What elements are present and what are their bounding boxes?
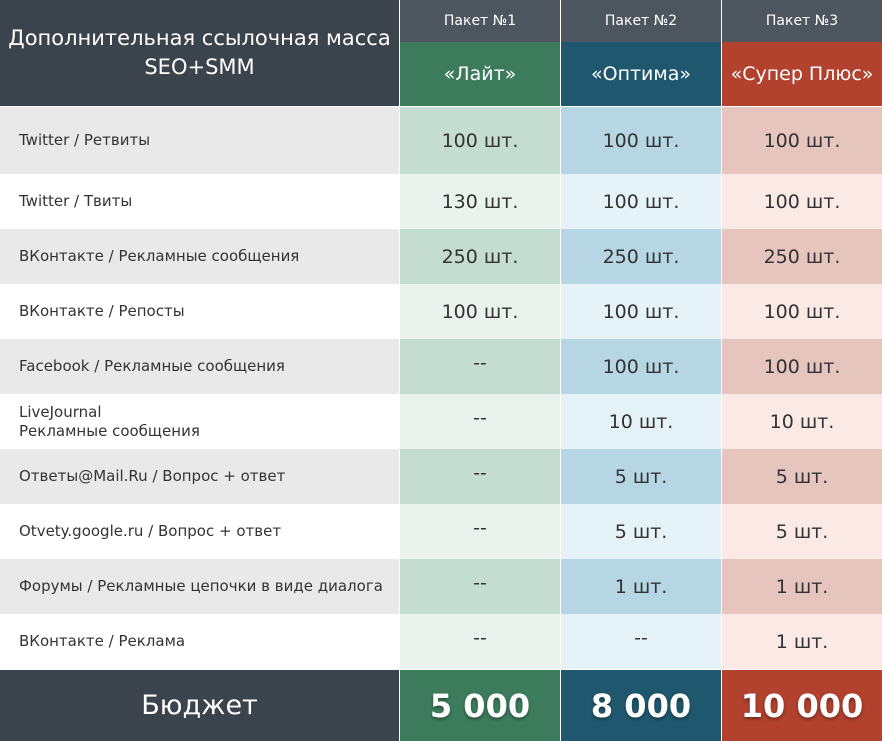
row-value-package-2: 5 шт. (561, 504, 721, 559)
row-value-package-1: -- (400, 559, 560, 614)
row-label-line1: Otvety.google.ru / Вопрос + ответ (19, 522, 281, 541)
table-title: Дополнительная ссылочная масса SEO+SMM (0, 0, 399, 106)
row-value-package-3: 100 шт. (722, 339, 882, 394)
row-label-line2: Рекламные сообщения (19, 422, 200, 441)
budget-value-2: 8 000 (561, 670, 721, 741)
row-value-package-2: 100 шт. (561, 339, 721, 394)
row-value-package-1: 100 шт. (400, 284, 560, 339)
row-value-package-1: -- (400, 504, 560, 559)
row-label: Facebook / Рекламные сообщения (0, 339, 399, 394)
row-value-package-3: 100 шт. (722, 284, 882, 339)
row-value-package-1: 100 шт. (400, 107, 560, 174)
row-value-package-2: 100 шт. (561, 107, 721, 174)
row-value-package-2: 5 шт. (561, 449, 721, 504)
row-label-line1: LiveJournal (19, 403, 102, 422)
table-title-line1: Дополнительная ссылочная масса (8, 24, 390, 53)
budget-value-1: 5 000 (400, 670, 560, 741)
row-label-line1: Facebook / Рекламные сообщения (19, 357, 285, 376)
row-label-line1: ВКонтакте / Рекламные сообщения (19, 247, 299, 266)
row-value-package-3: 1 шт. (722, 614, 882, 669)
row-label-line1: ВКонтакте / Репосты (19, 302, 185, 321)
package-name: «Супер Плюс» (722, 42, 882, 106)
row-value-package-2: 100 шт. (561, 174, 721, 229)
package-number: Пакет №3 (722, 0, 882, 42)
row-value-package-2: 1 шт. (561, 559, 721, 614)
row-value-package-1: -- (400, 394, 560, 449)
row-label: Ответы@Mail.Ru / Вопрос + ответ (0, 449, 399, 504)
row-value-package-2: -- (561, 614, 721, 669)
package-header-1: Пакет №1 «Лайт» (400, 0, 560, 106)
row-value-package-3: 250 шт. (722, 229, 882, 284)
row-label-line1: Ответы@Mail.Ru / Вопрос + ответ (19, 467, 285, 486)
row-value-package-2: 10 шт. (561, 394, 721, 449)
package-number: Пакет №1 (400, 0, 560, 42)
row-label-line1: ВКонтакте / Реклама (19, 632, 185, 651)
package-number: Пакет №2 (561, 0, 721, 42)
row-label: LiveJournal Рекламные сообщения (0, 394, 399, 449)
row-value-package-3: 100 шт. (722, 174, 882, 229)
package-number-label: Пакет №2 (605, 13, 677, 29)
row-label-line1: Twitter / Твиты (19, 192, 132, 211)
package-number-label: Пакет №1 (444, 13, 516, 29)
row-label: ВКонтакте / Репосты (0, 284, 399, 339)
row-value-package-2: 250 шт. (561, 229, 721, 284)
row-value-package-1: -- (400, 614, 560, 669)
row-value-package-3: 5 шт. (722, 449, 882, 504)
budget-label: Бюджет (0, 670, 399, 741)
row-value-package-2: 100 шт. (561, 284, 721, 339)
row-value-package-3: 10 шт. (722, 394, 882, 449)
row-label-line1: Twitter / Ретвиты (19, 131, 150, 150)
row-value-package-1: 250 шт. (400, 229, 560, 284)
package-number-label: Пакет №3 (766, 13, 838, 29)
package-header-2: Пакет №2 «Оптима» (561, 0, 721, 106)
row-value-package-3: 100 шт. (722, 107, 882, 174)
row-value-package-1: -- (400, 339, 560, 394)
row-value-package-1: -- (400, 449, 560, 504)
table-title-line2: SEO+SMM (144, 53, 254, 82)
row-value-package-3: 1 шт. (722, 559, 882, 614)
budget-value-3: 10 000 (722, 670, 882, 741)
row-label: Twitter / Ретвиты (0, 107, 399, 174)
row-label: Twitter / Твиты (0, 174, 399, 229)
row-value-package-1: 130 шт. (400, 174, 560, 229)
row-label: Форумы / Рекламные цепочки в виде диалог… (0, 559, 399, 614)
package-name: «Оптима» (561, 42, 721, 106)
row-label: ВКонтакте / Реклама (0, 614, 399, 669)
row-value-package-3: 5 шт. (722, 504, 882, 559)
row-label: Otvety.google.ru / Вопрос + ответ (0, 504, 399, 559)
package-header-3: Пакет №3 «Супер Плюс» (722, 0, 882, 106)
row-label-line1: Форумы / Рекламные цепочки в виде диалог… (19, 577, 383, 596)
row-label: ВКонтакте / Рекламные сообщения (0, 229, 399, 284)
package-name: «Лайт» (400, 42, 560, 106)
